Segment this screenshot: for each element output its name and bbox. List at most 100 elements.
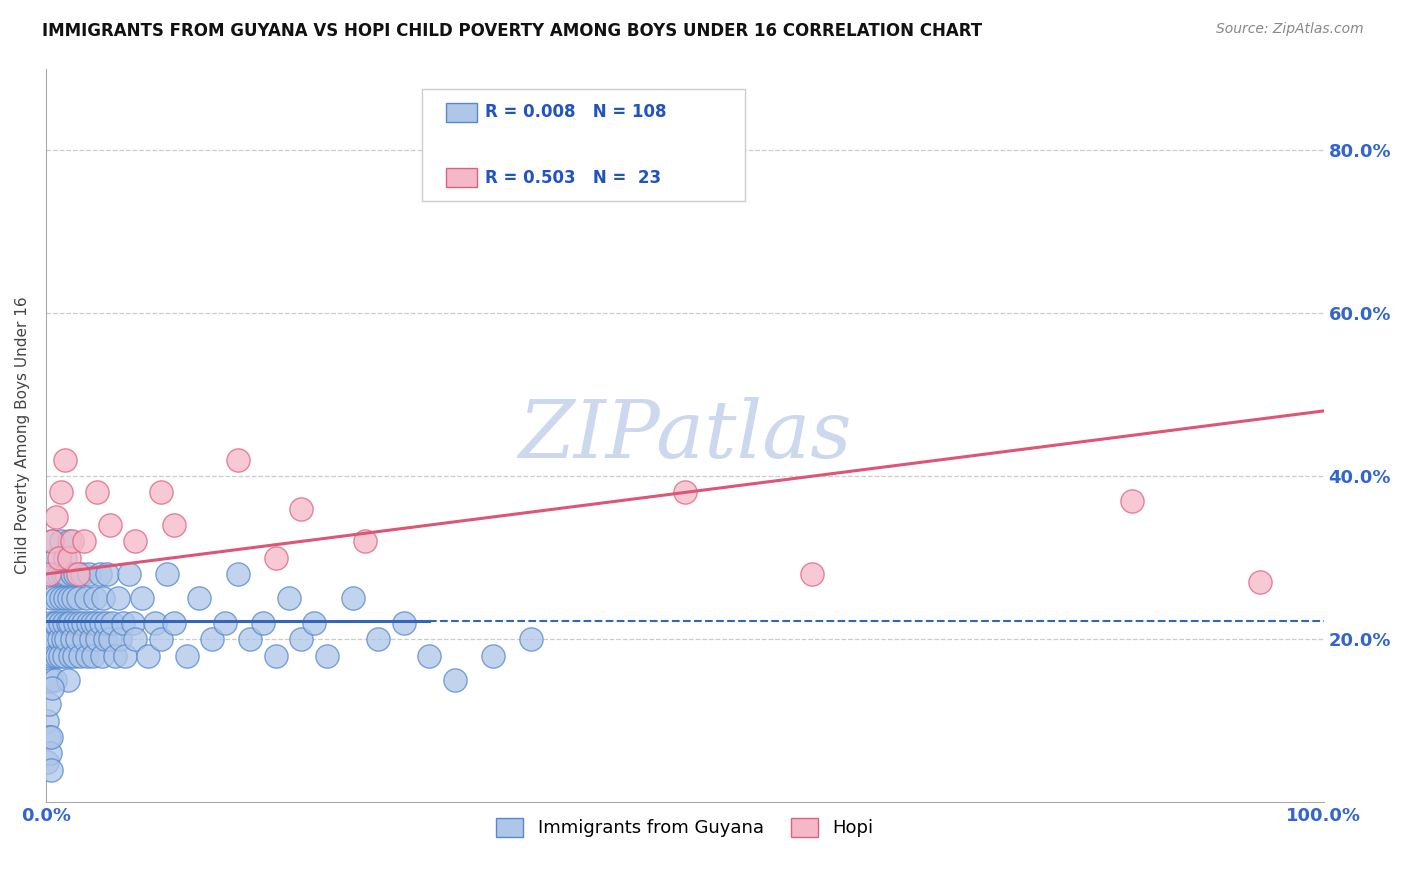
Point — [82, 648, 104, 663]
Point — [58, 591, 80, 606]
Point — [52, 648, 75, 663]
Point — [201, 632, 224, 647]
Point — [98, 518, 121, 533]
Y-axis label: Child Poverty Among Boys Under 16: Child Poverty Among Boys Under 16 — [15, 296, 30, 574]
Text: ZIPatlas: ZIPatlas — [517, 397, 852, 475]
Point — [41, 681, 63, 695]
Point — [520, 632, 543, 647]
Point — [80, 615, 103, 630]
Point — [94, 615, 117, 630]
Point — [53, 550, 76, 565]
Point — [226, 566, 249, 581]
Point — [226, 453, 249, 467]
Point — [52, 632, 75, 647]
Point — [316, 648, 339, 663]
Point — [65, 566, 87, 581]
Point — [156, 566, 179, 581]
Point — [1249, 575, 1271, 590]
Point — [118, 566, 141, 581]
Point — [73, 534, 96, 549]
Point — [89, 566, 111, 581]
Point — [66, 591, 89, 606]
Point — [59, 615, 82, 630]
Point — [70, 566, 93, 581]
Point — [38, 648, 60, 663]
Point — [39, 730, 62, 744]
Point — [176, 648, 198, 663]
Point — [69, 648, 91, 663]
Point — [136, 648, 159, 663]
Point — [143, 615, 166, 630]
Point — [59, 648, 82, 663]
Point — [418, 648, 440, 663]
Point — [76, 648, 98, 663]
Point — [673, 485, 696, 500]
Point — [354, 534, 377, 549]
Point — [56, 673, 79, 687]
Text: R = 0.503   N =  23: R = 0.503 N = 23 — [485, 169, 661, 186]
Point — [48, 632, 70, 647]
Point — [801, 566, 824, 581]
Point — [60, 566, 83, 581]
Text: Source: ZipAtlas.com: Source: ZipAtlas.com — [1216, 22, 1364, 37]
Point — [121, 615, 143, 630]
Point — [124, 632, 146, 647]
Point — [163, 518, 186, 533]
Point — [83, 591, 105, 606]
Point — [63, 648, 86, 663]
Point — [51, 485, 73, 500]
Point — [93, 591, 115, 606]
Point — [38, 747, 60, 761]
Point — [56, 615, 79, 630]
Point — [443, 673, 465, 687]
Point — [37, 755, 59, 769]
Point — [39, 673, 62, 687]
Text: R = 0.008   N = 108: R = 0.008 N = 108 — [485, 103, 666, 121]
Point — [367, 632, 389, 647]
Point — [53, 453, 76, 467]
Point — [72, 615, 94, 630]
Point — [131, 591, 153, 606]
Point — [98, 632, 121, 647]
Point — [73, 632, 96, 647]
Point — [45, 615, 67, 630]
Point — [84, 615, 107, 630]
Point — [163, 615, 186, 630]
Point — [277, 591, 299, 606]
Point — [149, 485, 172, 500]
Point — [79, 566, 101, 581]
Point — [66, 566, 89, 581]
Point — [51, 591, 73, 606]
Point — [51, 534, 73, 549]
Point — [93, 632, 115, 647]
Point — [62, 591, 84, 606]
Point — [75, 591, 97, 606]
Point — [60, 534, 83, 549]
Point — [304, 615, 326, 630]
Point — [49, 648, 72, 663]
Point — [149, 632, 172, 647]
Point — [46, 591, 69, 606]
Point — [188, 591, 211, 606]
Point — [124, 534, 146, 549]
Point — [65, 615, 87, 630]
Point — [41, 534, 63, 549]
Point — [392, 615, 415, 630]
Point — [48, 566, 70, 581]
Point — [38, 566, 60, 581]
Point — [48, 550, 70, 565]
Point — [107, 591, 129, 606]
Point — [239, 632, 262, 647]
Point — [42, 615, 65, 630]
Point — [45, 510, 67, 524]
Point — [39, 763, 62, 777]
Point — [101, 615, 124, 630]
Point — [108, 632, 131, 647]
Point — [58, 534, 80, 549]
Point — [67, 615, 90, 630]
Point — [66, 632, 89, 647]
Point — [1121, 493, 1143, 508]
Point — [38, 615, 60, 630]
Point — [38, 698, 60, 712]
Point — [264, 648, 287, 663]
